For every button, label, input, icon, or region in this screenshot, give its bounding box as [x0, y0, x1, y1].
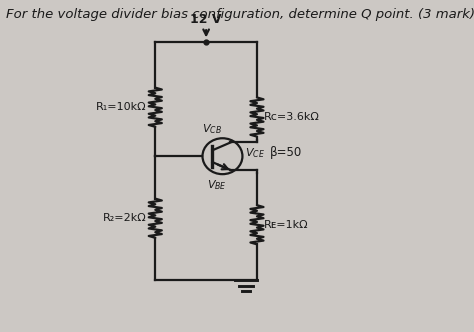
Text: R₂=2kΩ: R₂=2kΩ — [102, 213, 146, 223]
Text: Rᴇ=1kΩ: Rᴇ=1kΩ — [264, 220, 308, 230]
Text: $V_{CB}$: $V_{CB}$ — [201, 122, 221, 136]
Text: R₁=10kΩ: R₁=10kΩ — [96, 102, 146, 112]
Text: $V_{BE}$: $V_{BE}$ — [207, 178, 227, 192]
Text: $V_{CE}$: $V_{CE}$ — [246, 146, 265, 160]
Text: For the voltage divider bias configuration, determine Q point. (3 mark): For the voltage divider bias configurati… — [7, 8, 474, 21]
Text: Rᴄ=3.6kΩ: Rᴄ=3.6kΩ — [264, 112, 319, 122]
Text: β=50: β=50 — [270, 146, 302, 159]
Text: 12 V: 12 V — [191, 13, 222, 26]
